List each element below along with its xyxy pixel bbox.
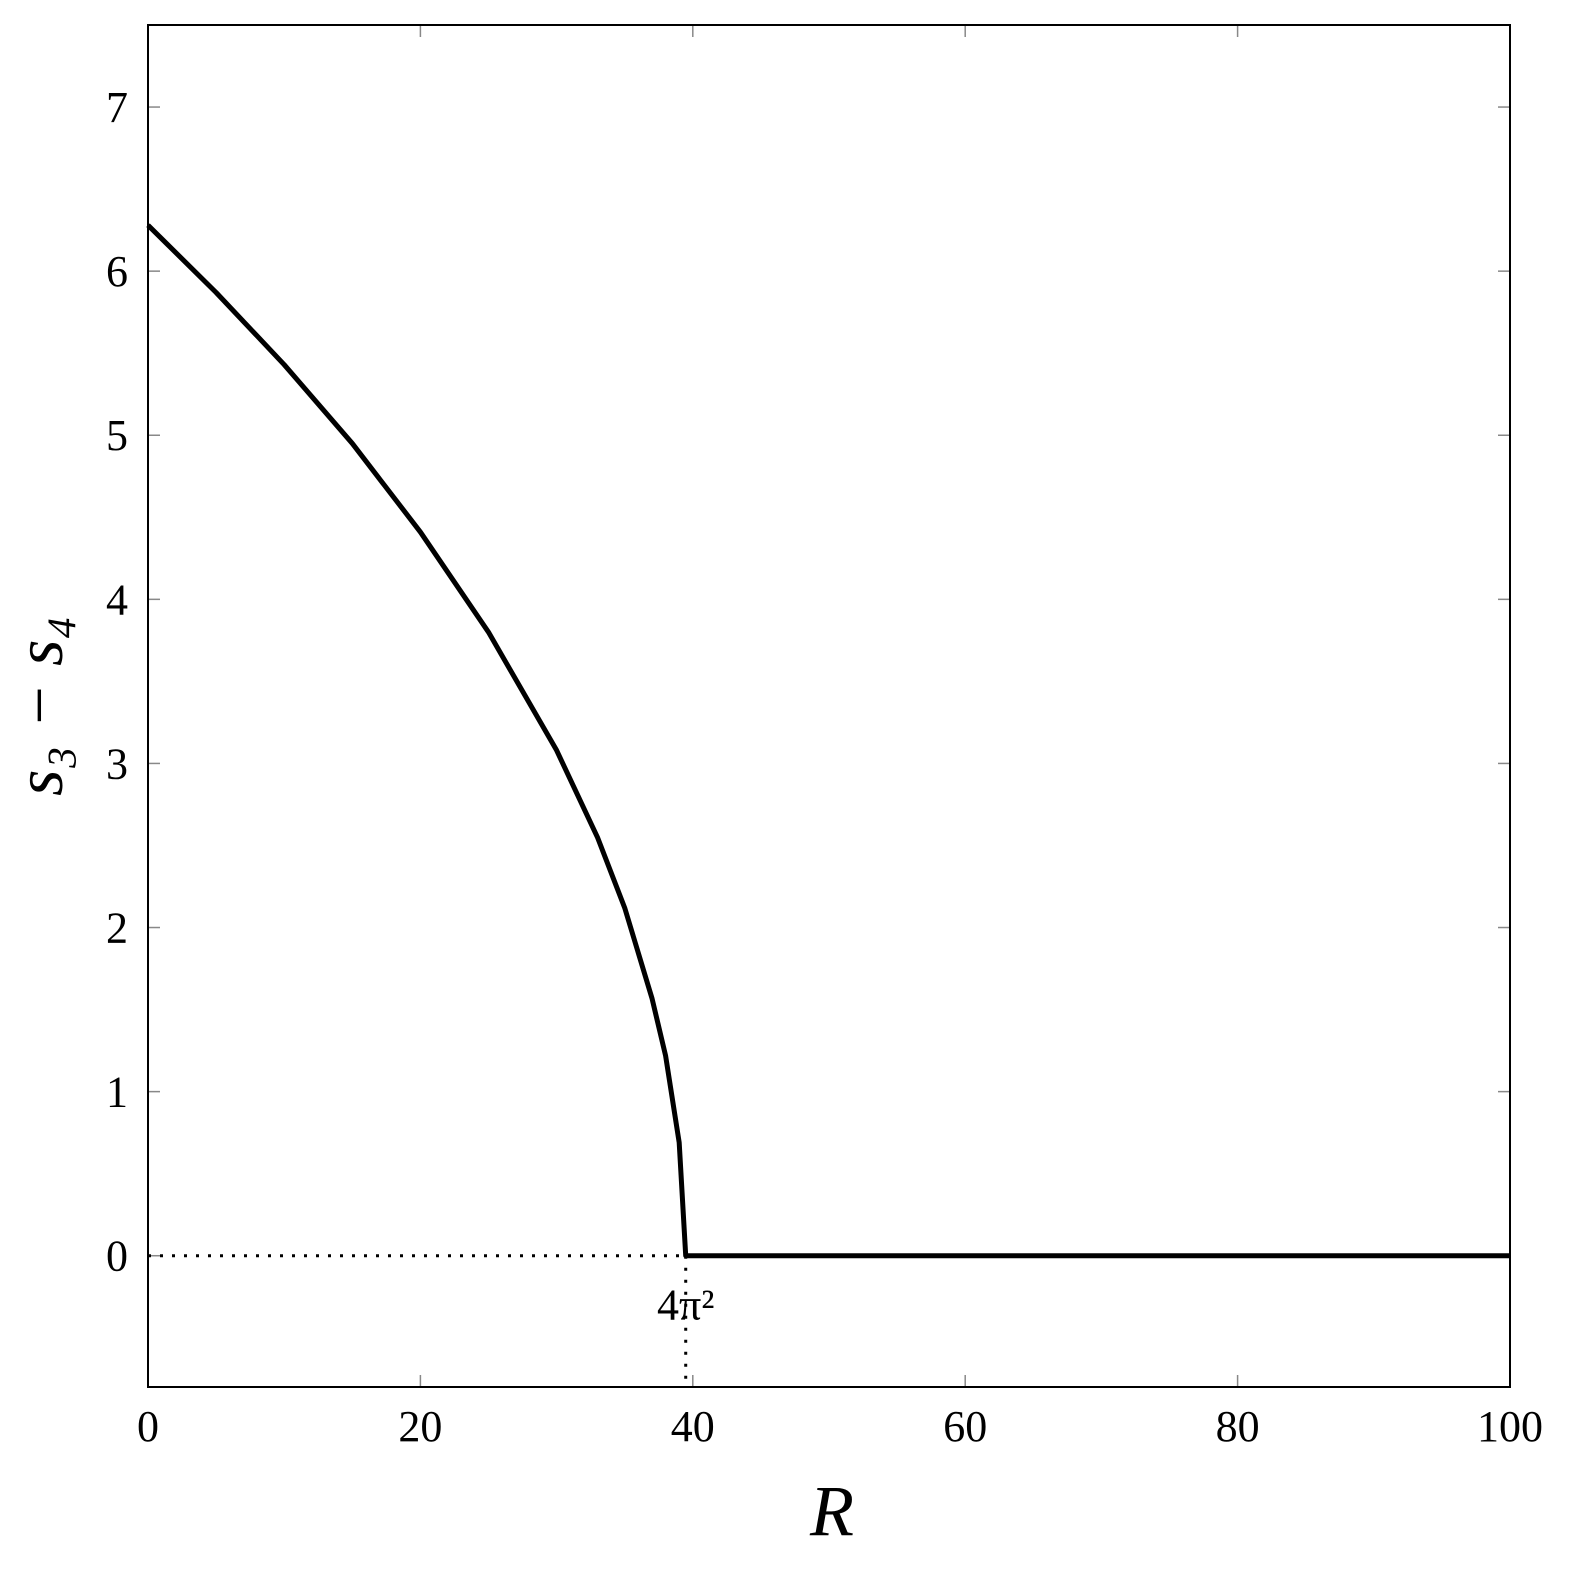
y-tick-label: 4 xyxy=(106,575,128,624)
y-tick-label: 6 xyxy=(106,247,128,296)
y-tick-label: 5 xyxy=(106,411,128,460)
y-tick-label: 7 xyxy=(106,83,128,132)
y-tick-label: 2 xyxy=(106,904,128,953)
x-tick-label: 20 xyxy=(398,1402,442,1451)
plot-frame xyxy=(147,24,1511,1388)
y-tick-label: 1 xyxy=(106,1068,128,1117)
x-tick-label: 80 xyxy=(1216,1402,1260,1451)
x-tick-label: 0 xyxy=(137,1402,159,1451)
y-axis-label: s₃ − s₄ xyxy=(1,616,77,796)
annotation: 4π² xyxy=(657,1281,714,1330)
y-tick-label: 0 xyxy=(106,1232,128,1281)
x-tick-label: 40 xyxy=(671,1402,715,1451)
y-tick-label: 3 xyxy=(106,739,128,788)
x-tick-label: 100 xyxy=(1477,1402,1543,1451)
data-line xyxy=(146,223,1510,1259)
x-axis-label: R xyxy=(809,1471,854,1551)
x-tick-label: 60 xyxy=(943,1402,987,1451)
